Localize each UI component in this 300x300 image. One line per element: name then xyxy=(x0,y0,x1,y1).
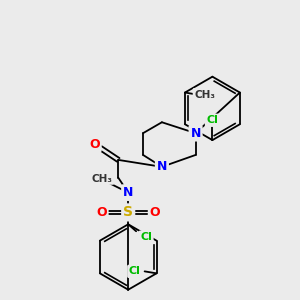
Text: S: S xyxy=(123,206,133,219)
Text: N: N xyxy=(123,186,134,199)
Text: CH₃: CH₃ xyxy=(92,174,113,184)
Text: Cl: Cl xyxy=(129,266,141,276)
Text: CH₃: CH₃ xyxy=(194,89,215,100)
Text: O: O xyxy=(150,206,160,219)
Text: O: O xyxy=(96,206,107,219)
Text: Cl: Cl xyxy=(206,115,218,125)
Text: O: O xyxy=(89,138,100,151)
Text: Cl: Cl xyxy=(140,232,152,242)
Text: N: N xyxy=(190,127,201,140)
Text: N: N xyxy=(157,160,167,173)
